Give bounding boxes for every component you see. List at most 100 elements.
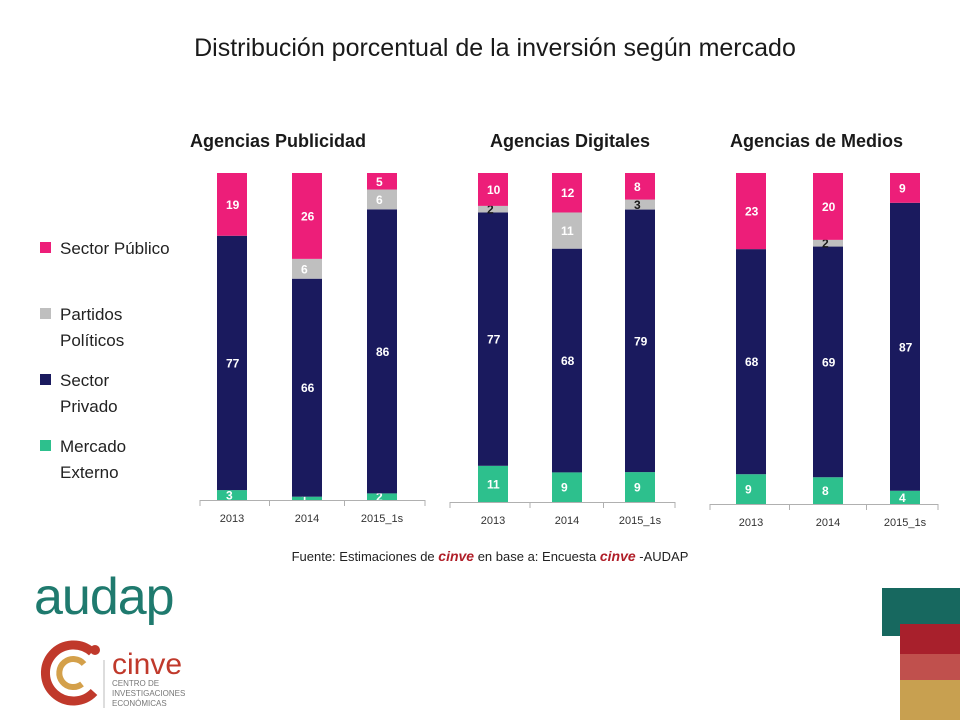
value-label-partidos-politicos-2015-1s: 3 xyxy=(634,198,641,212)
bar-sector-privado-2013 xyxy=(217,235,247,491)
bar-mercado-externo-2013 xyxy=(736,474,766,504)
value-label-partidos-politicos-2014: 11 xyxy=(561,224,574,238)
x-tick-label-2015-1s: 2015_1s xyxy=(361,513,404,525)
source-brand-cinve: cinve xyxy=(438,548,475,564)
bar-partidos-politicos-2015-1s xyxy=(367,189,397,210)
cinve-logo-dot xyxy=(90,645,100,655)
value-label-mercado-externo-2015-1s: 9 xyxy=(634,481,641,495)
x-tick-label-2015-1s: 2015_1s xyxy=(619,515,662,527)
source-middle: en base a: Encuesta xyxy=(474,549,600,564)
chart-agencias-de-medios: 9 68 23 8 69 2 20 4 87 9 2013 2014 2015_1s xyxy=(709,173,939,529)
chart-title-medios: Agencias de Medios xyxy=(730,131,904,151)
value-label-mercado-externo-2013: 9 xyxy=(745,483,752,497)
value-label-sector-publico-2013: 10 xyxy=(487,183,501,197)
value-label-sector-privado-2015-1s: 86 xyxy=(376,345,390,359)
value-label-sector-privado-2013: 77 xyxy=(226,356,240,370)
value-label-sector-publico-2015-1s: 5 xyxy=(376,175,383,189)
value-label-mercado-externo-2015-1s: 4 xyxy=(899,491,906,505)
value-label-sector-privado-2013: 68 xyxy=(745,355,759,369)
bar-sector-privado-2014 xyxy=(292,278,322,497)
audap-logo: audap xyxy=(34,568,175,626)
x-tick-label-2014: 2014 xyxy=(816,517,840,529)
x-tick-label-2013: 2013 xyxy=(220,513,244,525)
legend-label-sector-publico: Sector Público xyxy=(60,239,170,258)
x-tick-label-2013: 2013 xyxy=(739,517,763,529)
bar-mercado-externo-2015-1s xyxy=(890,490,920,504)
value-label-sector-publico-2013: 19 xyxy=(226,198,240,212)
legend-swatch-mercado-externo xyxy=(40,440,51,451)
bar-partidos-politicos-2014 xyxy=(552,212,582,249)
bar-sector-privado-2014 xyxy=(552,248,582,473)
bar-sector-publico-2013 xyxy=(736,173,766,250)
value-label-sector-privado-2014: 66 xyxy=(301,381,315,395)
chart-agencias-digitales: 11 77 2 10 9 68 11 12 9 79 3 8 2013 2014 2015_1s xyxy=(449,173,676,527)
bar-sector-privado-2015-1s xyxy=(625,209,655,473)
value-label-sector-privado-2015-1s: 87 xyxy=(899,340,913,354)
legend-swatch-sector-privado xyxy=(40,374,51,385)
value-label-sector-publico-2014: 12 xyxy=(561,186,575,200)
value-label-mercado-externo-2013: 11 xyxy=(487,477,500,491)
bar-partidos-politicos-2015-1s xyxy=(625,199,655,210)
legend-label-mercado-externo: Mercado Externo xyxy=(60,437,127,482)
bar-sector-publico-2014 xyxy=(292,173,322,259)
bar-sector-publico-2015-1s xyxy=(890,173,920,203)
bar-sector-privado-2015-1s xyxy=(890,202,920,491)
bar-partidos-politicos-2014 xyxy=(813,239,843,247)
x-tick-label-2014: 2014 xyxy=(295,513,319,525)
legend-label-sector-privado: Sector Privado xyxy=(60,371,118,416)
value-label-partidos-politicos-2014: 2 xyxy=(822,237,829,251)
cinve-logo-sub1: CENTRO DE xyxy=(112,679,159,688)
bar-mercado-externo-2015-1s xyxy=(625,472,655,502)
cinve-logo-arc xyxy=(40,640,98,706)
value-label-sector-publico-2015-1s: 8 xyxy=(634,180,641,194)
source-note: Fuente: Estimaciones de cinve en base a:… xyxy=(0,548,960,564)
chart-title-digitales: Agencias Digitales xyxy=(490,131,651,151)
decor-block-gold xyxy=(900,680,960,720)
bar-sector-publico-2014 xyxy=(552,173,582,213)
value-label-sector-publico-2014: 20 xyxy=(822,200,836,214)
source-suffix: -AUDAP xyxy=(635,549,689,564)
value-label-partidos-politicos-2014: 6 xyxy=(301,262,308,276)
legend-swatch-partidos-politicos xyxy=(40,308,51,319)
bar-mercado-externo-2013 xyxy=(478,465,508,502)
value-label-mercado-externo-2014: 8 xyxy=(822,484,829,498)
x-tick-label-2014: 2014 xyxy=(555,515,579,527)
bar-mercado-externo-2014 xyxy=(813,477,843,504)
value-label-sector-publico-2013: 23 xyxy=(745,205,759,219)
bar-mercado-externo-2015-1s xyxy=(367,493,397,500)
value-label-partidos-politicos-2013: 2 xyxy=(487,203,494,217)
value-label-mercado-externo-2013: 3 xyxy=(226,489,233,503)
legend-swatch-sector-publico xyxy=(40,242,51,253)
value-label-mercado-externo-2015-1s: 2 xyxy=(376,490,383,504)
bar-mercado-externo-2014 xyxy=(552,472,582,502)
value-label-sector-publico-2015-1s: 9 xyxy=(899,181,906,195)
bar-sector-privado-2013 xyxy=(478,212,508,466)
value-label-sector-publico-2014: 26 xyxy=(301,209,315,223)
value-label-sector-privado-2013: 77 xyxy=(487,333,501,347)
bar-partidos-politicos-2014 xyxy=(292,258,322,279)
bar-sector-publico-2013 xyxy=(217,173,247,236)
bar-partidos-politicos-2013 xyxy=(478,205,508,213)
chart-title-publicidad: Agencias Publicidad xyxy=(190,131,367,151)
decor-block-coral xyxy=(900,654,960,680)
bar-sector-privado-2013 xyxy=(736,249,766,475)
page-title: Distribución porcentual de la inversión … xyxy=(194,34,796,62)
value-label-sector-privado-2014: 68 xyxy=(561,354,575,368)
value-label-mercado-externo-2014: 1 xyxy=(301,492,308,506)
bar-sector-publico-2013 xyxy=(478,173,508,206)
bar-sector-publico-2015-1s xyxy=(625,173,655,200)
bar-mercado-externo-2014 xyxy=(292,496,322,500)
cinve-logo: cinve CENTRO DE INVESTIGACIONES ECONÓMIC… xyxy=(40,640,185,708)
bar-sector-privado-2015-1s xyxy=(367,209,397,494)
source-brand-cinve-2: cinve xyxy=(599,548,636,564)
value-label-sector-privado-2014: 69 xyxy=(822,355,836,369)
x-tick-label-2015-1s: 2015_1s xyxy=(884,517,927,529)
value-label-sector-privado-2015-1s: 79 xyxy=(634,334,648,348)
bar-sector-publico-2014 xyxy=(813,173,843,240)
x-tick-label-2013: 2013 xyxy=(481,515,505,527)
bar-sector-privado-2014 xyxy=(813,246,843,478)
cinve-logo-text: cinve xyxy=(112,648,182,681)
value-label-partidos-politicos-2015-1s: 6 xyxy=(376,193,383,207)
cinve-logo-sub3: ECONÓMICAS xyxy=(112,699,167,708)
